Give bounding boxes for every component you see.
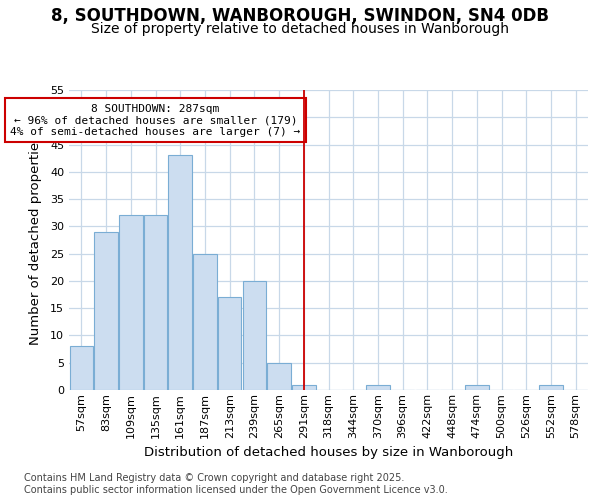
Bar — [169, 156, 192, 390]
Y-axis label: Number of detached properties: Number of detached properties — [29, 135, 41, 345]
Bar — [539, 384, 563, 390]
Bar — [70, 346, 93, 390]
Bar — [366, 384, 389, 390]
Bar — [242, 281, 266, 390]
Text: 8 SOUTHDOWN: 287sqm
← 96% of detached houses are smaller (179)
4% of semi-detach: 8 SOUTHDOWN: 287sqm ← 96% of detached ho… — [10, 104, 301, 137]
Bar — [193, 254, 217, 390]
Bar — [268, 362, 291, 390]
X-axis label: Distribution of detached houses by size in Wanborough: Distribution of detached houses by size … — [144, 446, 513, 459]
Bar — [218, 298, 241, 390]
Bar — [119, 216, 143, 390]
Bar — [144, 216, 167, 390]
Bar — [465, 384, 488, 390]
Text: Size of property relative to detached houses in Wanborough: Size of property relative to detached ho… — [91, 22, 509, 36]
Bar — [292, 384, 316, 390]
Text: 8, SOUTHDOWN, WANBOROUGH, SWINDON, SN4 0DB: 8, SOUTHDOWN, WANBOROUGH, SWINDON, SN4 0… — [51, 8, 549, 26]
Bar — [94, 232, 118, 390]
Text: Contains HM Land Registry data © Crown copyright and database right 2025.
Contai: Contains HM Land Registry data © Crown c… — [24, 474, 448, 495]
